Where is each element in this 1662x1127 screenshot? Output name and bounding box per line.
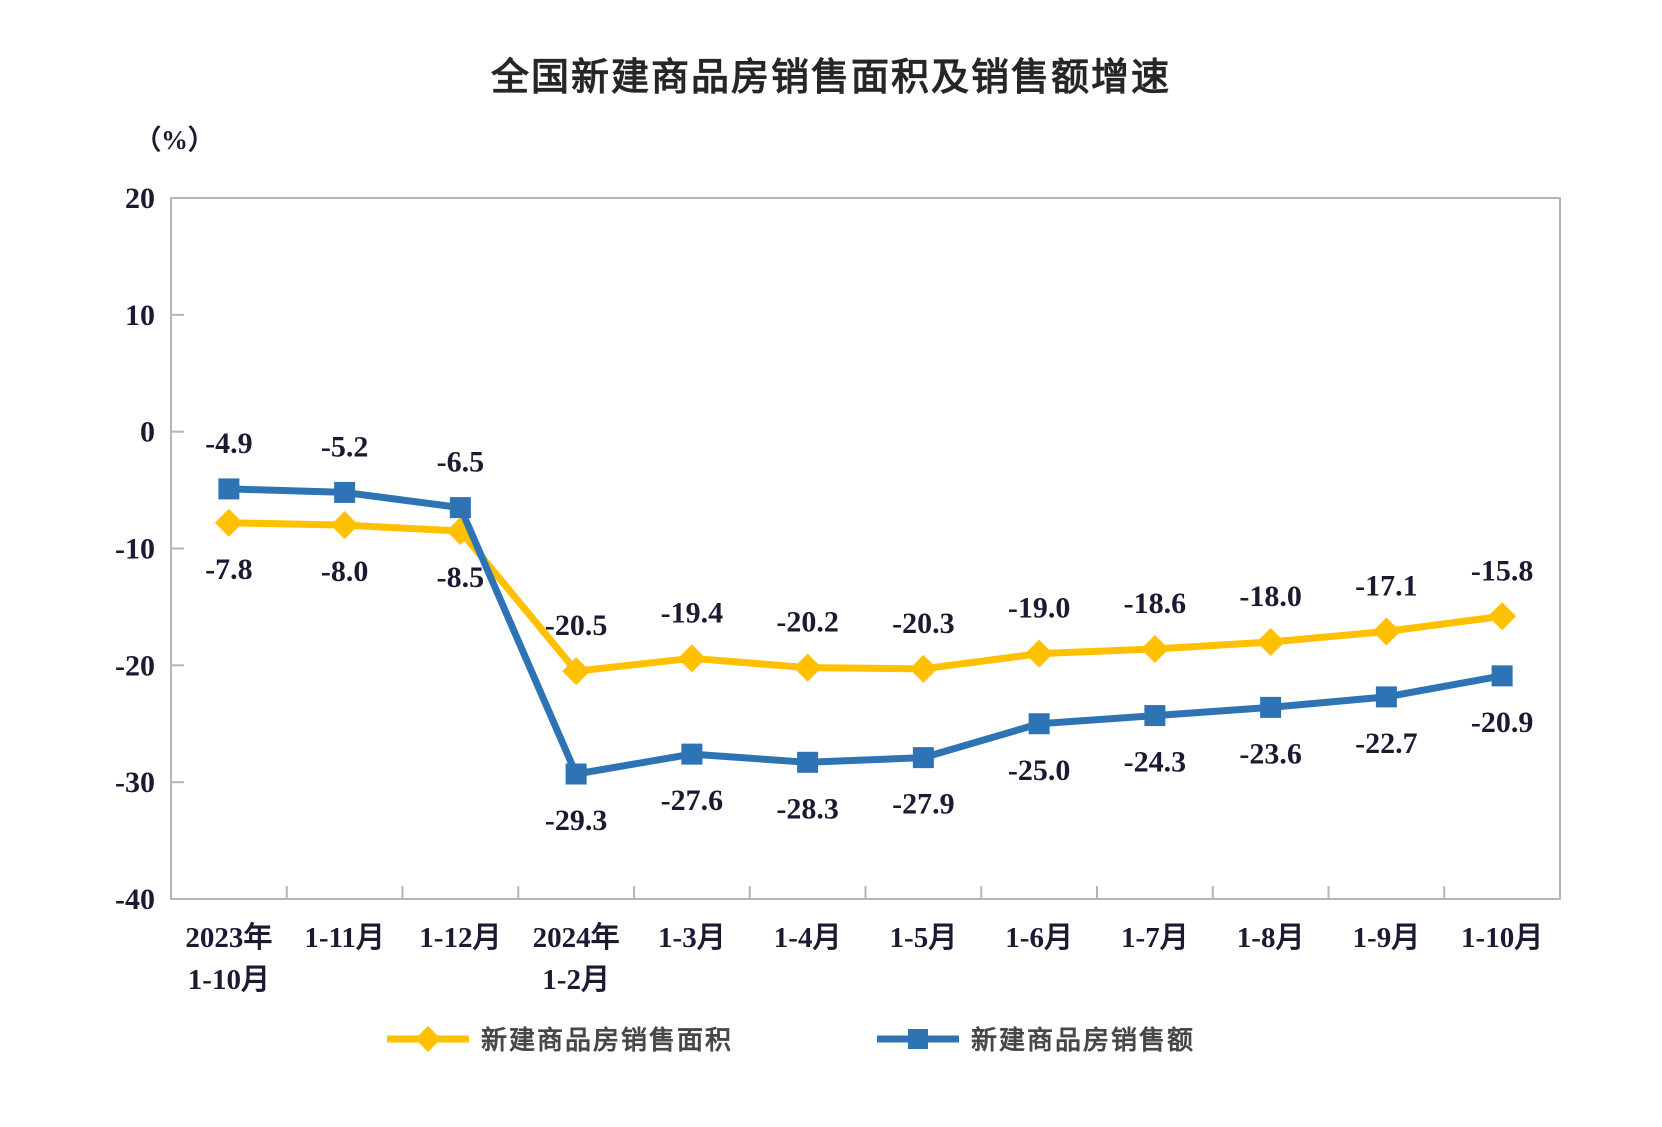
sales-amount-data-label: -27.9: [892, 788, 955, 821]
plot-border: [170, 197, 1561, 900]
y-axis-unit-label: （%）: [134, 125, 215, 155]
sales-amount-marker: [1375, 686, 1397, 708]
sales-amount-data-label: -22.7: [1355, 727, 1418, 760]
sales-amount-data-label: -6.5: [437, 446, 485, 479]
legend-sales-area-diamond: [415, 1025, 441, 1052]
x-tick-label: 1-11月: [304, 922, 385, 954]
chart-title: 全国新建商品房销售面积及销售额增速: [490, 57, 1171, 99]
sales-amount-data-label: -5.2: [321, 430, 369, 463]
sales-amount-marker: [1144, 705, 1166, 727]
sales-area-data-label: -15.8: [1471, 554, 1534, 587]
sales-amount-line: [225, 485, 1506, 778]
sales-area-marker: [677, 644, 706, 673]
sales-area-data-label: -20.3: [892, 607, 955, 640]
sales-amount-data-label: -20.9: [1471, 706, 1534, 739]
sales-area-marker: [1140, 634, 1169, 663]
sales-amount-marker: [1260, 696, 1282, 718]
sales-area-marker: [1025, 639, 1054, 668]
sales-amount-marker: [912, 747, 934, 769]
sales-amount-marker: [797, 751, 819, 773]
legend-square-marker-icon: [876, 1028, 959, 1049]
sales-area-marker: [1488, 602, 1517, 631]
sales-area-data-label: -8.5: [437, 561, 485, 594]
x-tick-label: 1-3月: [658, 922, 726, 954]
sales-area-data-label: -19.0: [1008, 592, 1071, 625]
sales-area-data-label: -7.8: [205, 553, 253, 586]
sales-area-data-label: -8.0: [321, 555, 369, 588]
y-tick-label: 20: [125, 182, 155, 215]
legend-diamond-marker-icon: [387, 1025, 469, 1052]
sales-area-marker: [1372, 617, 1401, 646]
y-tick-label: 10: [125, 299, 155, 332]
y-tick-label: -20: [115, 649, 155, 682]
sales-area-marker: [909, 654, 938, 683]
legend: 新建商品房销售面积 新建商品房销售额: [385, 1020, 1195, 1057]
sales-area-marker: [562, 657, 591, 686]
x-tick-label: 1-12月: [419, 922, 501, 954]
sales-area-data-label: -18.6: [1124, 587, 1187, 620]
x-tick-label: 1-10月: [1461, 922, 1543, 954]
sales-amount-marker: [1028, 713, 1050, 735]
sales-amount-marker: [218, 478, 240, 500]
legend-label-sales-amount: 新建商品房销售额: [970, 1025, 1195, 1055]
x-tick-label: 2024年 1-2月: [533, 920, 620, 996]
x-tick-label: 1-6月: [1005, 922, 1073, 954]
y-tick-label: 0: [140, 416, 155, 449]
x-tick-label: 1-4月: [774, 922, 842, 954]
sales-area-marker: [214, 508, 243, 537]
sales-amount-marker: [1491, 665, 1513, 687]
sales-area-data-label: -19.4: [661, 596, 724, 629]
sales-amount-data-label: -28.3: [776, 792, 839, 825]
sales-area-data-label: -20.5: [545, 609, 608, 642]
sales-area-data-label: -18.0: [1239, 580, 1302, 613]
sales-amount-data-label: -27.6: [661, 784, 724, 817]
sales-amount-marker: [334, 481, 356, 503]
sales-amount-marker: [565, 763, 587, 785]
y-tick-label: -10: [115, 533, 155, 566]
sales-area-marker: [330, 511, 359, 540]
x-tick-label: 1-5月: [890, 922, 958, 954]
sales-amount-marker: [449, 497, 471, 519]
legend-item-sales-amount: 新建商品房销售额: [875, 1020, 1195, 1057]
legend-sales-amount-square: [907, 1028, 928, 1049]
legend-item-sales-area: 新建商品房销售面积: [385, 1020, 733, 1057]
sales-amount-data-label: -25.0: [1008, 754, 1071, 787]
x-tick-label: 1-8月: [1237, 922, 1305, 954]
x-tick-label: 1-7月: [1121, 922, 1189, 954]
sales-area-data-label: -17.1: [1355, 569, 1418, 602]
sales-amount-data-label: -24.3: [1124, 746, 1187, 779]
sales-amount-data-label: -29.3: [545, 804, 608, 837]
y-tick-label: -40: [115, 883, 155, 916]
x-tick-label: 1-9月: [1353, 922, 1421, 954]
sales-amount-marker: [681, 743, 703, 765]
sales-area-marker: [1256, 627, 1285, 656]
legend-label-sales-area: 新建商品房销售面积: [481, 1025, 734, 1055]
sales-amount-data-label: -23.6: [1239, 737, 1302, 770]
sales-area-marker: [793, 653, 822, 682]
y-tick-label: -30: [115, 766, 155, 799]
x-tick-label: 2023年 1-10月: [185, 920, 272, 996]
sales-amount-data-label: -4.9: [205, 427, 253, 460]
sales-area-line: [225, 519, 1506, 675]
sales-area-data-label: -20.2: [776, 606, 839, 639]
